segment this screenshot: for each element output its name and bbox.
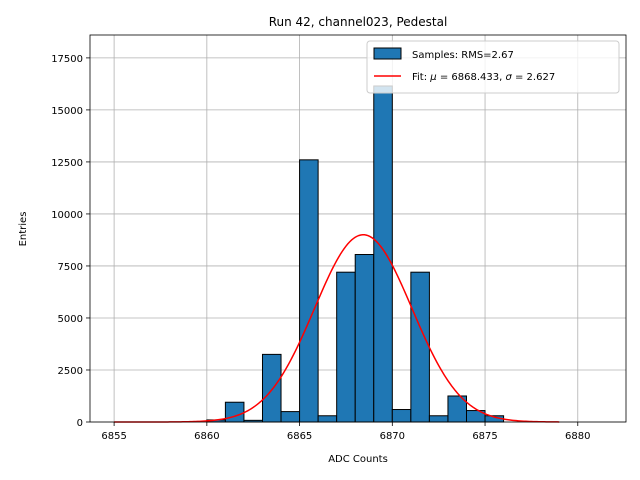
x-tick-label: 6865 (287, 431, 312, 442)
x-tick-label: 6875 (472, 431, 497, 442)
legend: Samples: RMS=2.67 Fit: μ = 6868.433, σ =… (366, 40, 620, 94)
y-tick-label: 10000 (51, 210, 83, 221)
histogram-bar (280, 411, 301, 423)
chart-title: Run 42, channel023, Pedestal (269, 15, 448, 29)
legend-fit-sigma-symbol: σ (505, 72, 512, 83)
legend-fit-label: Fit: μ = 6868.433, σ = 2.627 (412, 72, 555, 83)
legend-fit-mu-value: = 6868.433, (437, 72, 506, 83)
y-tick-label: 5000 (58, 314, 83, 325)
histogram-bar (261, 353, 282, 423)
y-axis-label: Entries (18, 212, 29, 247)
histogram-bar (373, 85, 393, 423)
histogram-bar (391, 409, 412, 423)
y-tick-label: 17500 (51, 54, 83, 65)
histogram-bar (410, 271, 430, 423)
x-tick-label: 6855 (101, 431, 126, 442)
y-axis-ticks: 0 2500 5000 7500 10000 12500 15000 17500 (51, 54, 90, 429)
histogram-bar (299, 159, 319, 423)
x-axis-label: ADC Counts (328, 454, 388, 465)
legend-samples-label: Samples: RMS=2.67 (412, 50, 514, 61)
histogram-bar (354, 254, 375, 423)
histogram-bar (428, 415, 449, 423)
y-tick-label: 2500 (58, 366, 83, 377)
plot-frame (89, 34, 627, 423)
histogram-bar (224, 401, 245, 423)
y-tick-label: 0 (77, 418, 83, 429)
legend-frame (366, 40, 620, 94)
x-tick-label: 6870 (380, 431, 405, 442)
x-tick-label: 6880 (565, 431, 590, 442)
histogram-bar (317, 415, 338, 423)
legend-samples-swatch (373, 47, 402, 60)
legend-fit-mu-symbol: μ (429, 72, 436, 83)
histogram-bar (336, 271, 356, 423)
y-tick-label: 12500 (51, 158, 83, 169)
y-tick-label: 15000 (51, 106, 83, 117)
y-tick-label: 7500 (58, 262, 83, 273)
x-axis-ticks: 6855 6860 6865 6870 6875 6880 (101, 422, 591, 442)
legend-fit-prefix: Fit: (412, 72, 430, 83)
legend-fit-sigma-value: = 2.627 (512, 72, 555, 83)
x-tick-label: 6860 (194, 431, 219, 442)
